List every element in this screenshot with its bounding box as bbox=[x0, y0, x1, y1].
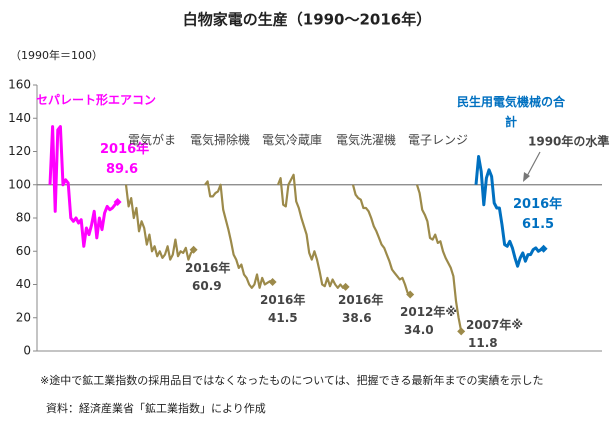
end-value: 11.8 bbox=[468, 336, 498, 350]
end-year: 2016年 bbox=[338, 293, 384, 307]
end-marker bbox=[189, 245, 198, 254]
series-name: 電気洗濯機 bbox=[336, 133, 397, 147]
series-line bbox=[351, 184, 411, 296]
y-tick-label: 40 bbox=[16, 277, 31, 291]
end-value: 41.5 bbox=[268, 311, 298, 325]
end-year: 2016年 bbox=[260, 293, 306, 307]
end-marker bbox=[539, 244, 548, 253]
y-tick-label: 20 bbox=[16, 310, 31, 324]
series-line bbox=[204, 180, 273, 289]
end-marker bbox=[341, 282, 350, 291]
series-name: 電子レンジ bbox=[408, 133, 469, 147]
series-line bbox=[48, 125, 119, 248]
y-tick-label: 100 bbox=[8, 177, 31, 191]
series-name: 民生用電気機械の合計 bbox=[456, 95, 565, 129]
end-value: 60.9 bbox=[192, 279, 222, 293]
end-marker bbox=[113, 198, 122, 207]
end-marker bbox=[457, 327, 466, 336]
series-line bbox=[415, 184, 463, 332]
end-year: 2016年 bbox=[185, 261, 231, 275]
end-value: 34.0 bbox=[404, 323, 434, 337]
reference-label: 1990年の水準 bbox=[528, 134, 609, 149]
end-year: 2016年 bbox=[513, 197, 563, 212]
series-name: 電気冷蔵庫 bbox=[262, 133, 323, 147]
end-marker bbox=[406, 290, 415, 299]
end-value: 61.5 bbox=[522, 217, 555, 232]
series-line bbox=[474, 155, 545, 268]
end-year: 2012年※ bbox=[400, 305, 458, 319]
reference-arrow bbox=[525, 151, 541, 179]
end-year: 2007年※ bbox=[466, 318, 524, 332]
y-tick-label: 0 bbox=[23, 344, 31, 358]
y-tick-label: 160 bbox=[8, 78, 31, 92]
y-tick-label: 80 bbox=[16, 211, 31, 225]
y-tick-label: 120 bbox=[8, 144, 31, 158]
source: 資料：経済産業省「鉱工業指数」により作成 bbox=[46, 401, 266, 415]
series-line bbox=[276, 173, 346, 289]
note: ※途中で鉱工業指数の採用品目ではなくなったものについては、把握できる最新年までの… bbox=[40, 373, 543, 387]
series-name: セパレート形エアコン bbox=[36, 93, 157, 107]
y-tick-label: 140 bbox=[8, 111, 31, 125]
reference-arrowhead bbox=[523, 172, 530, 182]
end-marker bbox=[268, 278, 277, 287]
end-value: 89.6 bbox=[106, 162, 139, 177]
y-unit: （1990年＝100） bbox=[10, 48, 103, 62]
chart-title: 白物家電の生産（1990〜2016年） bbox=[183, 11, 432, 29]
y-tick-label: 60 bbox=[16, 244, 31, 258]
series-line bbox=[124, 184, 195, 261]
end-year: 2016年 bbox=[100, 142, 150, 157]
series-name: 電気掃除機 bbox=[190, 133, 251, 147]
series-name: 電気がま bbox=[128, 133, 177, 147]
end-value: 38.6 bbox=[342, 311, 372, 325]
